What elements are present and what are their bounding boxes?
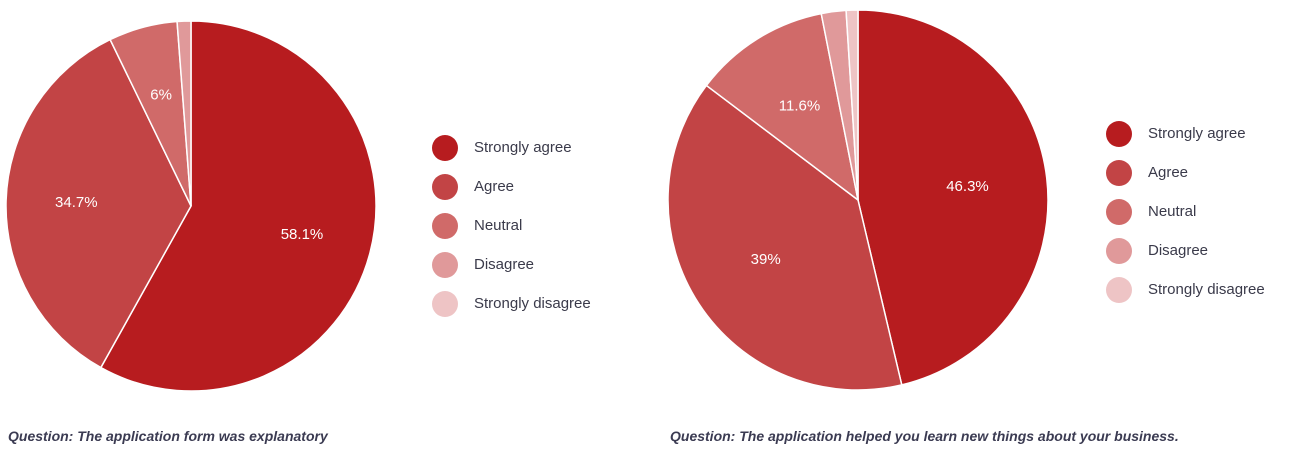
legend-item: Neutral — [432, 206, 591, 245]
legend-swatch — [432, 134, 458, 161]
slice-data-label: 46.3% — [946, 178, 989, 195]
pie-chart-1: 58.1% 34.7% 6% — [5, 20, 377, 392]
legend-swatch — [1106, 159, 1132, 186]
legend-swatch — [432, 251, 458, 278]
slice-data-label: 6% — [150, 86, 172, 103]
legend-label: Agree — [1148, 164, 1189, 181]
slice-data-label: 58.1% — [281, 226, 324, 243]
legend-item: Strongly agree — [432, 128, 591, 167]
legend-swatch — [1106, 276, 1132, 303]
legend-swatch — [432, 290, 458, 317]
legend-label: Disagree — [474, 256, 535, 273]
pie-slice-strongly-agree — [857, 9, 1049, 386]
legend-label: Disagree — [1148, 242, 1209, 259]
legend-item: Disagree — [432, 245, 591, 284]
legend-label: Strongly disagree — [474, 295, 591, 312]
legend-1: Strongly agree Agree Neutral Disagree St… — [432, 128, 591, 323]
pie-slice-strongly-agree — [99, 20, 377, 392]
slice-data-label: 39% — [751, 251, 781, 268]
pie-slice-agree — [5, 38, 192, 369]
legend-item: Strongly disagree — [432, 284, 591, 323]
slice-data-label: 11.6% — [779, 98, 820, 115]
legend-swatch — [432, 212, 458, 239]
legend-item: Agree — [1106, 153, 1265, 192]
legend-label: Strongly disagree — [1148, 281, 1265, 298]
pie-slice-agree — [667, 84, 903, 391]
legend-label: Strongly agree — [474, 139, 572, 156]
pie-slice-neutral — [705, 12, 860, 202]
legend-label: Strongly agree — [1148, 125, 1246, 142]
legend-item: Neutral — [1106, 192, 1265, 231]
chart-caption: Question: The application helped you lea… — [670, 428, 1179, 444]
legend-label: Neutral — [1148, 203, 1197, 220]
legend-swatch — [1106, 237, 1132, 264]
pie-slice-disagree — [176, 20, 192, 207]
legend-item: Strongly agree — [1106, 114, 1265, 153]
pie-chart-learn-new-things: 46.3% 39% 11.6% Strongly agree Agree Neutr… — [650, 0, 1298, 450]
legend-item: Disagree — [1106, 231, 1265, 270]
legend-swatch — [432, 173, 458, 200]
legend-swatch — [1106, 198, 1132, 225]
legend-item: Strongly disagree — [1106, 270, 1265, 309]
legend-label: Neutral — [474, 217, 523, 234]
slice-data-label: 34.7% — [55, 194, 98, 211]
legend-2: Strongly agree Agree Neutral Disagree St… — [1106, 114, 1265, 309]
pie-slice-strongly-disagree — [845, 9, 859, 201]
legend-swatch — [1106, 120, 1132, 147]
pie-chart-2: 46.3% 39% 11.6% — [667, 9, 1049, 391]
legend-label: Agree — [474, 178, 515, 195]
pie-chart-application-form: 58.1% 34.7% 6% Strongly agree Agree Neutra… — [0, 0, 640, 450]
chart-caption: Question: The application form was expla… — [8, 428, 328, 444]
legend-item: Agree — [432, 167, 591, 206]
